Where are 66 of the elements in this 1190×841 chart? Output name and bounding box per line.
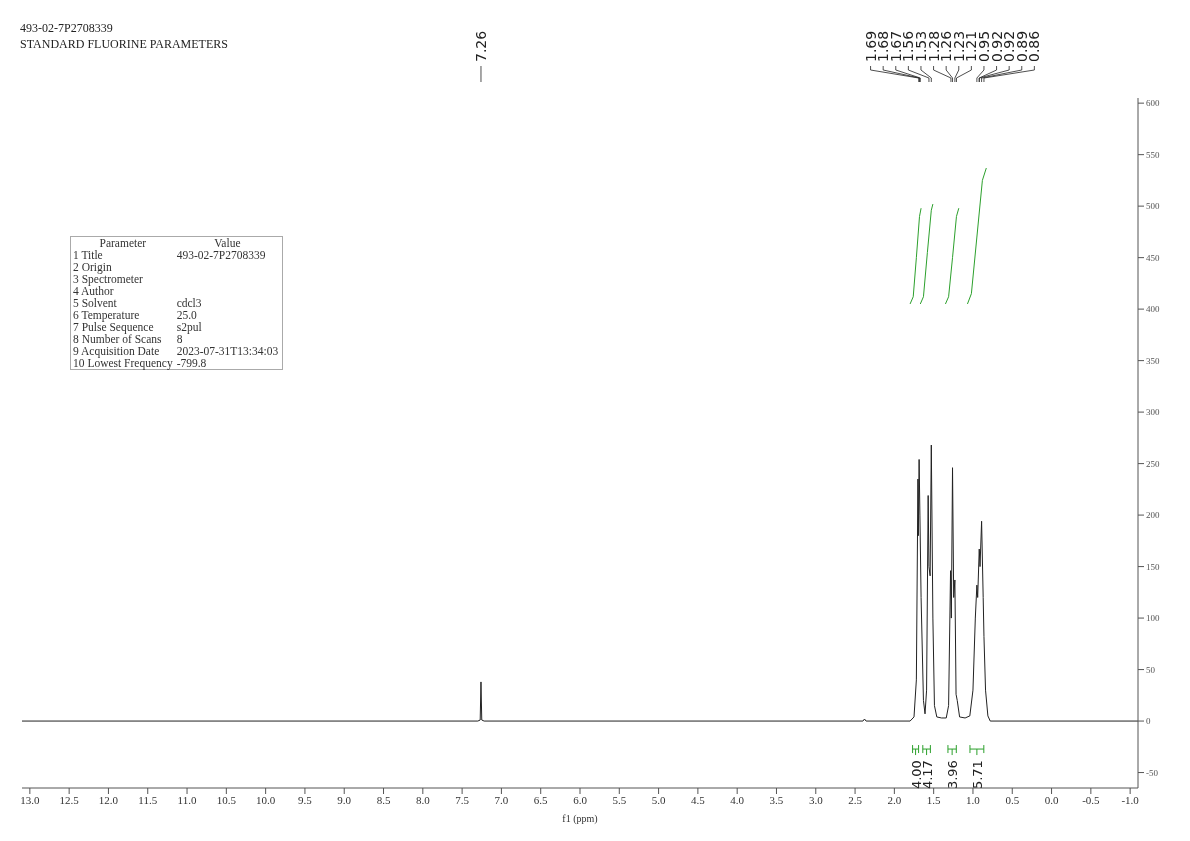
text: Parameter Value — [99, 237, 241, 249]
chart-title: 493-02-7P2708339 — [20, 20, 114, 36]
x-tick-label: 8.0 — [415, 793, 431, 806]
x-tick-label: 9.5 — [298, 793, 313, 806]
y-tick-label: 0 — [1146, 716, 1151, 727]
x-tick-label: 11.0 — [177, 793, 197, 806]
y-tick-label: 300 — [1146, 407, 1160, 418]
legend-label: 4.00 — [908, 760, 924, 790]
y-tick-label: 350 — [1146, 355, 1160, 366]
annotation: 7.26 — [472, 30, 489, 62]
y-tick-label: 550 — [1146, 149, 1160, 160]
legend-label: 3.96 — [945, 760, 961, 790]
x-tick-label: 12.5 — [59, 793, 80, 806]
x-tick-label: 1.0 — [966, 793, 981, 806]
line-series — [22, 444, 1138, 722]
y-tick-label: 200 — [1146, 510, 1160, 521]
x-tick-label: 13.0 — [20, 793, 40, 806]
x-tick-label: 8.5 — [376, 793, 391, 806]
y-tick-label: 500 — [1146, 201, 1160, 212]
y-tick-label: 100 — [1146, 613, 1160, 624]
x-tick-label: 5.0 — [651, 793, 666, 806]
text: 6 Temperature 25.0 — [73, 309, 197, 321]
legend-label: 5.71 — [969, 760, 985, 790]
line-series — [919, 203, 934, 305]
x-tick-label: 0.5 — [1005, 793, 1020, 806]
text: 8 Number of Scans 8 — [73, 333, 183, 345]
chart-subtitle: STANDARD FLUORINE PARAMETERS — [20, 36, 228, 52]
x-tick-label: 12.0 — [98, 793, 119, 806]
annotation: 10 Lowest Frequency -799.8 — [72, 357, 208, 370]
x-tick-label: 10.5 — [216, 793, 237, 806]
x-tick-label: 2.0 — [887, 793, 902, 806]
x-tick-label: 10.0 — [256, 793, 276, 806]
x-tick-label: -1.0 — [1121, 793, 1140, 806]
text: 5 Solvent cdcl3 — [73, 297, 202, 309]
y-tick-label: 400 — [1146, 304, 1160, 315]
x-tick-label: 9.0 — [337, 793, 352, 806]
x-tick-label: 4.5 — [691, 793, 706, 806]
x-tick-label: 11.5 — [138, 793, 158, 806]
text: 9 Acquisition Date 2023-07-31T13:34:03 — [73, 345, 279, 357]
x-tick-label: 6.5 — [533, 793, 549, 806]
annotation: 3 Spectrometer — [72, 273, 144, 285]
line-series — [966, 167, 987, 305]
x-tick-label: 1.5 — [926, 793, 942, 806]
x-tick-label: 5.5 — [612, 793, 627, 806]
x-tick-label: 3.0 — [808, 793, 824, 806]
x-tick-label: 3.5 — [769, 793, 784, 806]
y-tick-label: 250 — [1146, 458, 1160, 469]
line-series — [944, 207, 960, 305]
y-tick-label: 50 — [1146, 664, 1156, 675]
x-tick-label: 7.0 — [494, 793, 509, 806]
text: 1 Title 493-02-7P2708339 — [73, 249, 266, 261]
x-tick-label: -0.5 — [1082, 793, 1101, 806]
y-tick-label: 450 — [1146, 252, 1160, 263]
y-tick-label: -50 — [1146, 767, 1159, 778]
annotation: 2 Origin — [72, 261, 113, 273]
x-tick-label: 4.0 — [730, 793, 745, 806]
line-series — [909, 207, 922, 305]
annotation: 4 Author — [72, 285, 114, 297]
x-tick-label: 2.5 — [848, 793, 863, 806]
x-tick-label: 6.0 — [573, 793, 588, 806]
y-tick-label: 600 — [1146, 98, 1160, 109]
x-tick-label: 7.5 — [455, 793, 470, 806]
text: 7 Pulse Sequence s2pul — [73, 321, 202, 333]
y-tick-label: 150 — [1146, 561, 1160, 572]
x-axis-title: f1 (ppm) — [562, 813, 598, 825]
x-tick-label: 0.0 — [1044, 793, 1059, 806]
